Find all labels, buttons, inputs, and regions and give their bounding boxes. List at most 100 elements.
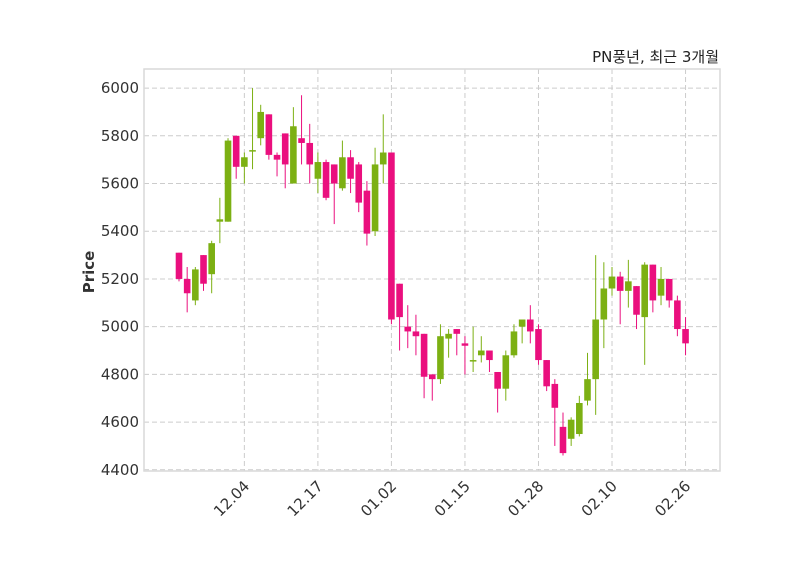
candle	[608, 267, 616, 296]
candle	[469, 326, 477, 372]
candle-body	[306, 142, 314, 165]
candle-body	[461, 343, 469, 346]
candles	[175, 88, 689, 456]
y-tick-label: 5600	[101, 175, 139, 193]
candle-body	[273, 154, 281, 160]
candle	[281, 133, 289, 189]
candle	[330, 164, 338, 225]
candle	[371, 147, 379, 237]
candle-body	[322, 162, 330, 198]
x-tick-label: 12.04	[210, 477, 253, 520]
candle	[445, 329, 452, 358]
candle-body	[535, 329, 542, 361]
candle-body	[510, 331, 518, 356]
candle	[306, 123, 314, 184]
candle	[649, 264, 657, 313]
candle	[576, 395, 583, 437]
candle	[388, 152, 395, 325]
candle	[232, 135, 240, 179]
y-tick-label: 4800	[101, 365, 139, 383]
candle-body	[257, 111, 264, 139]
candle	[518, 319, 526, 344]
candle	[175, 252, 183, 282]
candle-body	[388, 152, 395, 320]
candle-body	[412, 331, 420, 337]
candle	[437, 324, 444, 384]
candle	[265, 114, 273, 160]
candle-body	[183, 278, 191, 294]
y-tick-label: 5000	[101, 318, 139, 336]
candle	[527, 305, 534, 344]
candle	[290, 107, 297, 184]
candle	[551, 379, 559, 446]
chart-title: PN풍년, 최근 3개월	[592, 48, 719, 66]
candle-body	[682, 329, 689, 344]
x-tick-label: 01.15	[431, 477, 474, 520]
candle-body	[567, 419, 575, 439]
y-tick-label: 4400	[101, 461, 139, 479]
grid-lines	[144, 69, 720, 471]
candle-body	[200, 255, 207, 284]
candle	[543, 360, 550, 392]
candle	[200, 255, 207, 291]
plot-frame	[143, 68, 721, 472]
candle-body	[371, 164, 379, 232]
candle	[224, 138, 232, 222]
candle-body	[224, 140, 232, 222]
candle	[363, 181, 371, 246]
candle-body	[298, 138, 305, 143]
candle	[567, 417, 575, 446]
candle-body	[437, 336, 444, 380]
candle	[298, 95, 305, 165]
candle-body	[330, 164, 338, 184]
candle	[273, 152, 281, 177]
candle-body	[576, 403, 583, 435]
candle-body	[527, 319, 534, 332]
candle-body	[404, 326, 412, 332]
y-tick-label: 5200	[101, 270, 139, 288]
candle-body	[477, 350, 485, 356]
candle-body	[518, 319, 526, 327]
candle	[216, 197, 224, 244]
x-ticks: 12.04 12.17 01.02 01.15 01.28 02.10 02.26	[210, 477, 694, 520]
candle-body	[379, 152, 387, 165]
candle	[625, 259, 632, 308]
candle	[486, 350, 493, 372]
candle	[404, 305, 412, 349]
candle-body	[208, 243, 215, 275]
candle-body	[616, 276, 624, 291]
candle	[249, 88, 256, 170]
y-axis-label: Price	[80, 251, 98, 294]
candle-body	[674, 300, 681, 330]
candle-body	[559, 426, 567, 454]
candle	[477, 336, 485, 363]
candle	[461, 336, 469, 375]
candle-body	[592, 319, 599, 380]
x-tick-label: 01.28	[504, 477, 547, 520]
candle-body	[232, 135, 240, 167]
candle-body	[665, 278, 673, 301]
candle-body	[339, 157, 346, 189]
candle-body	[290, 126, 297, 184]
candle	[428, 374, 436, 401]
candle	[208, 240, 215, 294]
candle	[420, 333, 428, 399]
candle	[412, 314, 420, 356]
candle-body	[494, 371, 501, 389]
x-tick-label: 02.10	[578, 477, 621, 520]
candle-body	[453, 329, 461, 334]
y-tick-label: 6000	[101, 79, 139, 97]
candle	[494, 371, 501, 413]
candle-body	[314, 162, 322, 179]
candle	[616, 271, 624, 325]
candle-body	[600, 288, 608, 320]
y-ticks: 4400 4600 4800 5000 5200 5400 5600 5800 6000	[101, 79, 139, 479]
candle-body	[641, 264, 648, 318]
candle	[584, 352, 591, 406]
candle-body	[469, 360, 477, 362]
candle	[453, 329, 461, 356]
candle	[633, 286, 640, 330]
candle	[535, 324, 542, 365]
candle-body	[241, 157, 248, 167]
